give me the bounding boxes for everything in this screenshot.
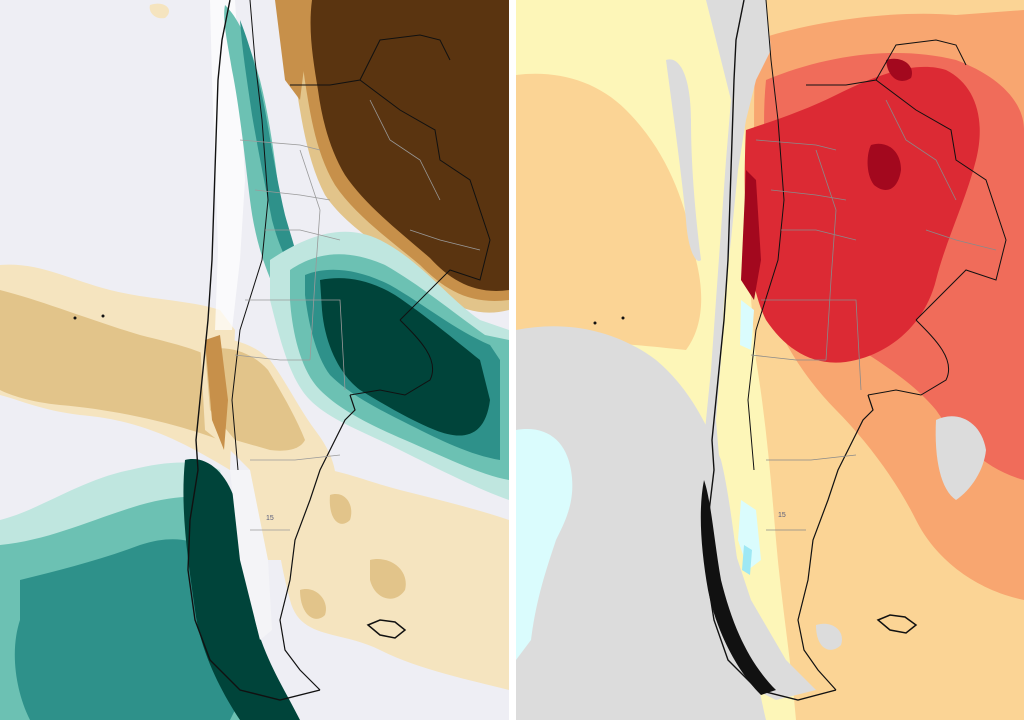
map-label-glyph: 15 (266, 515, 274, 522)
temperature-map-canvas (516, 0, 1024, 720)
precipitation-anomaly-map: 15 (0, 0, 509, 720)
panel-divider (509, 0, 516, 720)
map-label-glyph: 15 (778, 512, 786, 519)
precipitation-map-canvas (0, 0, 509, 720)
temperature-anomaly-map: 15 (516, 0, 1024, 720)
